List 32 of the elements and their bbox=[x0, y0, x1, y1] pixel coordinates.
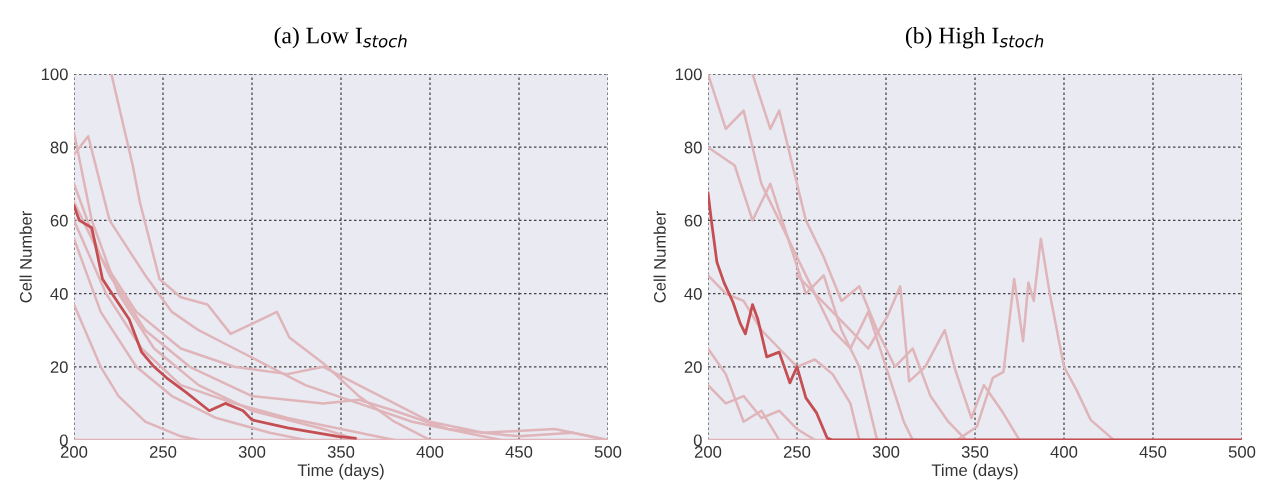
x-tick-label: 350 bbox=[327, 446, 355, 458]
x-tick-label: 300 bbox=[872, 446, 900, 458]
y-tick-label: 20 bbox=[50, 361, 68, 373]
x-tick-label: 450 bbox=[505, 446, 533, 458]
chart-title: (b) High I$_{stoch}$ bbox=[905, 26, 1044, 49]
x-tick-label: 250 bbox=[149, 446, 177, 458]
x-tick-label: 200 bbox=[694, 446, 722, 458]
y-tick-label: 80 bbox=[50, 141, 68, 154]
x-tick-label: 500 bbox=[594, 446, 622, 458]
x-tick-label: 400 bbox=[416, 446, 444, 458]
x-axis-title: Time (days) bbox=[931, 463, 1018, 480]
y-tick-label: 40 bbox=[684, 288, 702, 300]
x-tick-label: 450 bbox=[1139, 446, 1167, 458]
y-tick-label: 40 bbox=[50, 288, 68, 300]
x-axis-title: Time (days) bbox=[297, 463, 384, 480]
x-tick-label: 350 bbox=[961, 446, 989, 458]
y-tick-label: 20 bbox=[684, 361, 702, 373]
y-axis-title: Cell Number bbox=[19, 210, 32, 303]
y-tick-label: 0 bbox=[693, 434, 702, 447]
x-tick-label: 300 bbox=[238, 446, 266, 458]
y-tick-label: 0 bbox=[59, 434, 68, 447]
chart-title: (a) Low I$_{stoch}$ bbox=[274, 26, 407, 49]
x-tick-label: 500 bbox=[1228, 446, 1256, 458]
x-tick-label: 250 bbox=[783, 446, 811, 458]
y-tick-label: 100 bbox=[675, 68, 702, 81]
y-tick-label: 80 bbox=[684, 141, 702, 154]
y-tick-label: 100 bbox=[41, 68, 68, 81]
y-tick-label: 60 bbox=[684, 214, 702, 227]
x-tick-label: 200 bbox=[60, 446, 88, 458]
y-axis-title: Cell Number bbox=[653, 210, 666, 303]
y-tick-label: 60 bbox=[50, 214, 68, 227]
x-tick-label: 400 bbox=[1050, 446, 1078, 458]
